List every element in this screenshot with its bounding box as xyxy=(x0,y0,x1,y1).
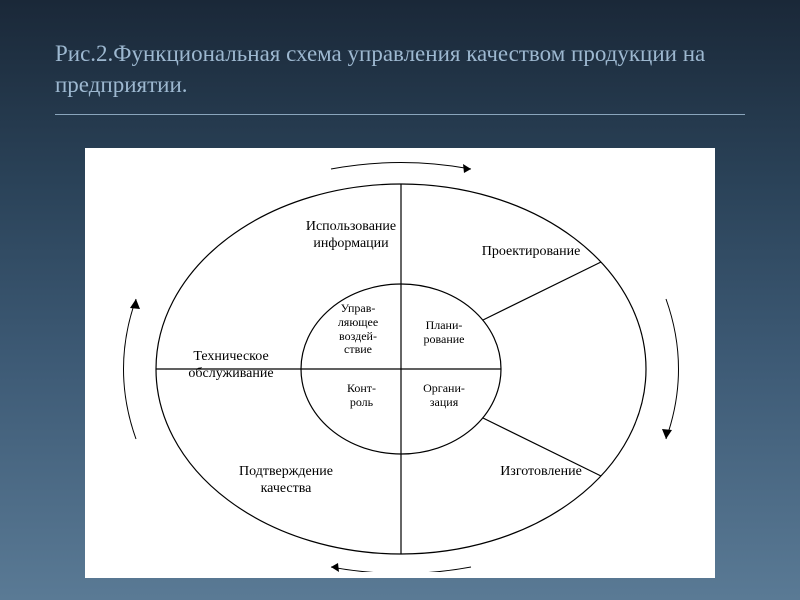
outer-label-top-left: Использованиеинформации xyxy=(281,219,421,253)
outer-label-bottom-right: Изготовление xyxy=(471,464,611,481)
outer-label-bottom-left: Подтверждениекачества xyxy=(211,464,361,498)
slide-title: Рис.2.Функциональная схема управления ка… xyxy=(55,38,745,100)
outer-label-mid-left: Техническоеобслуживание xyxy=(166,349,296,383)
inner-label-top-right: Плани-рование xyxy=(409,319,479,347)
diagram-container: Использованиеинформации Проектирование Т… xyxy=(91,154,709,572)
slide-title-area: Рис.2.Функциональная схема управления ка… xyxy=(55,38,745,115)
outer-arrow-right xyxy=(666,299,679,439)
inner-label-bottom-right: Органи-зация xyxy=(409,382,479,410)
outer-arrow-left-head xyxy=(130,299,140,309)
outer-arrow-top xyxy=(331,163,471,170)
outer-arrow-bottom-head xyxy=(331,563,339,572)
outer-right-upper-radial xyxy=(483,262,601,320)
outer-arrow-top-head xyxy=(463,164,471,173)
outer-arrow-right-head xyxy=(662,429,672,439)
title-underline xyxy=(55,114,745,115)
diagram-card: Использованиеинформации Проектирование Т… xyxy=(85,148,715,578)
inner-label-top-left: Управ-ляющеевоздей-ствие xyxy=(323,302,393,357)
outer-arrow-left xyxy=(124,299,137,439)
outer-label-top-right: Проектирование xyxy=(461,244,601,261)
inner-label-bottom-left: Конт-роль xyxy=(329,382,394,410)
outer-arrow-bottom xyxy=(331,567,471,572)
